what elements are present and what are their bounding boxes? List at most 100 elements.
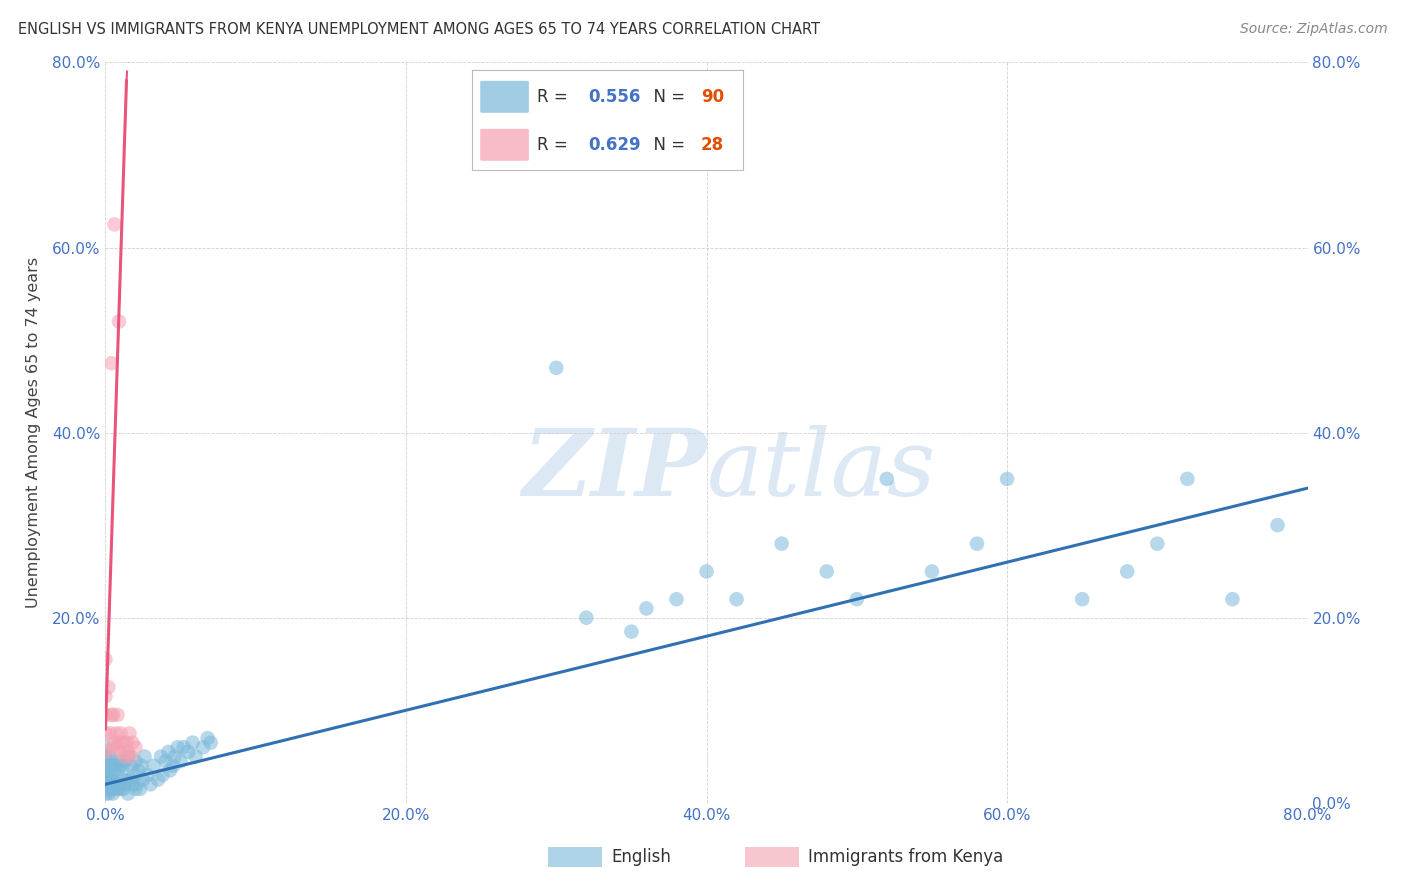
Point [177,745,200,759]
Point [1071,592,1094,607]
Point [575,611,598,625]
Point [159,764,181,778]
Point [108,736,131,750]
Point [184,749,207,764]
Point [770,537,793,551]
Point [636,601,658,615]
Point [98,781,121,796]
Point [115,736,138,750]
Point [98,768,121,782]
Point [97,680,120,694]
Text: ZIP: ZIP [522,425,707,515]
Point [107,781,129,796]
Point [191,740,214,755]
Point [98,726,121,740]
Point [118,726,141,740]
Point [620,624,643,639]
Point [169,754,191,768]
Text: atlas: atlas [707,425,936,515]
Point [94,707,117,722]
Point [163,749,186,764]
Point [132,772,155,787]
Point [101,707,124,722]
Point [101,754,124,768]
Point [94,772,117,787]
Point [112,781,135,796]
Point [94,652,117,666]
Point [103,736,125,750]
Point [118,772,141,787]
Point [128,764,150,778]
Point [725,592,748,607]
Point [103,781,125,796]
Point [129,781,152,796]
Point [111,772,134,787]
Point [155,754,177,768]
Point [995,472,1018,486]
Point [966,537,988,551]
Point [124,754,146,768]
Point [173,740,195,755]
Text: English: English [612,848,672,866]
Point [94,754,117,768]
Point [121,777,143,791]
Point [1146,537,1168,551]
Point [103,764,125,778]
Point [100,707,122,722]
Point [876,472,898,486]
Point [121,736,143,750]
Point [120,758,142,772]
Point [181,736,204,750]
Point [100,356,122,370]
Point [101,772,124,787]
Point [97,772,120,787]
Point [94,726,117,740]
Point [108,777,131,791]
Point [107,707,129,722]
Point [114,777,136,791]
Point [696,565,718,579]
Point [110,726,132,740]
Point [94,764,117,778]
Point [162,758,184,772]
Point [110,758,132,772]
Point [139,777,162,791]
Point [98,749,121,764]
Point [120,749,142,764]
Point [1175,472,1198,486]
Point [101,787,124,801]
Point [115,772,138,787]
Point [94,749,117,764]
Point [152,768,174,782]
Point [197,731,219,745]
Point [94,690,117,704]
Point [665,592,688,607]
Point [104,777,127,791]
Point [157,745,180,759]
Point [136,768,159,782]
Point [114,749,136,764]
Point [104,726,127,740]
Point [94,781,117,796]
Point [94,758,117,772]
Point [100,777,122,791]
Point [150,749,173,764]
Point [845,592,868,607]
Point [117,749,139,764]
Point [97,787,120,801]
Point [1222,592,1244,607]
Point [107,764,129,778]
Point [114,754,136,768]
Point [103,218,125,232]
Point [124,740,146,755]
Point [94,740,117,755]
Point [142,758,165,772]
Point [100,758,122,772]
Point [108,754,131,768]
Point [131,758,153,772]
Point [1116,565,1139,579]
Point [200,736,222,750]
Point [94,777,117,791]
Point [1267,518,1289,533]
Point [146,772,169,787]
